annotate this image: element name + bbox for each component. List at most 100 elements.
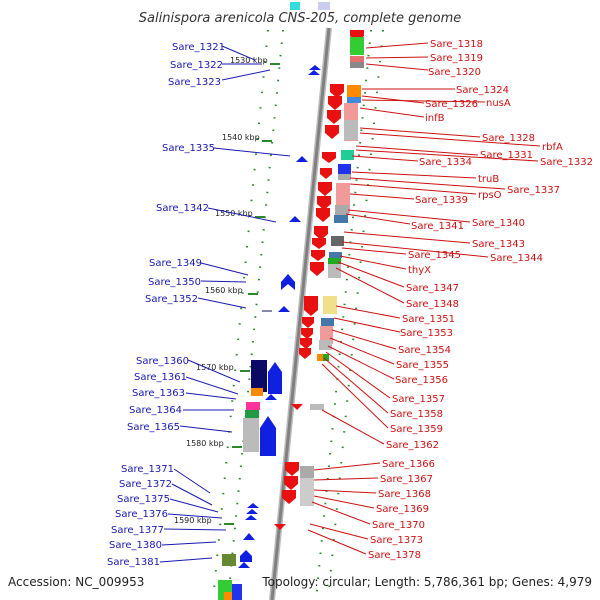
gene-arrow	[310, 262, 324, 276]
forward-strand-genes	[274, 30, 364, 530]
kbp-tick: 1560 kbp	[205, 286, 243, 295]
gene-block	[328, 258, 341, 264]
left-gene-label: Sare_1363	[132, 388, 185, 399]
gene-block	[329, 252, 342, 258]
right-gene-label: nusA	[486, 98, 511, 109]
left-gene-label: Sare_1321	[172, 42, 225, 53]
left-gene-label: Sare_1375	[117, 494, 170, 505]
gene-arrow	[296, 156, 308, 162]
gene-arrow	[260, 416, 276, 456]
gene-arrow	[317, 196, 331, 210]
right-gene-label: Sare_1319	[430, 53, 483, 64]
left-gene-label: Sare_1335	[162, 143, 215, 154]
gene-arrow	[240, 550, 252, 562]
gene-block	[317, 354, 323, 361]
right-gene-label: Sare_1320	[428, 67, 481, 78]
gene-arrow	[312, 238, 326, 249]
right-labels: Sare_1318 Sare_1319 Sare_1320 Sare_1324 …	[307, 39, 593, 561]
gene-block	[251, 360, 267, 392]
right-gene-label: Sare_1343	[472, 239, 525, 250]
gene-arrow	[325, 125, 339, 139]
right-gene-label: Sare_1351	[402, 314, 455, 325]
right-gene-label: Sare_1368	[378, 489, 431, 500]
gene-block	[347, 85, 361, 97]
gene-arrow	[301, 328, 313, 339]
gene-arrow	[245, 515, 257, 520]
gene-block	[222, 554, 236, 566]
gene-block	[350, 56, 364, 64]
gene-arrow	[284, 476, 298, 490]
map-title: Salinispora arenicola CNS-205, complete …	[139, 11, 461, 26]
right-gene-label: Sare_1378	[368, 550, 421, 561]
kbp-tick: 1540 kbp	[222, 133, 260, 142]
gene-block	[232, 584, 242, 600]
gene-block	[246, 402, 260, 410]
right-gene-label: thyX	[408, 265, 431, 276]
gene-arrow	[311, 250, 325, 261]
gene-block	[323, 296, 337, 314]
right-gene-label: Sare_1331	[480, 150, 533, 161]
gene-arrow	[285, 462, 299, 476]
gene-arrow	[330, 84, 344, 98]
gene-arrow	[299, 348, 311, 359]
left-gene-label: Sare_1377	[111, 525, 164, 536]
gene-arrow	[308, 70, 320, 75]
genome-backbone	[269, 27, 332, 600]
gene-block	[323, 354, 329, 361]
left-gene-label: Sare_1349	[149, 258, 202, 269]
kbp-tick: 1590 kbp	[174, 516, 212, 525]
right-gene-label: Sare_1354	[398, 345, 451, 356]
gene-arrow	[291, 404, 303, 410]
right-gene-label: Sare_1318	[430, 39, 483, 50]
gene-block	[350, 62, 364, 68]
gene-block	[320, 326, 333, 344]
left-gene-label: Sare_1361	[134, 372, 187, 383]
gene-block	[334, 215, 348, 223]
gene-block	[350, 37, 364, 55]
right-gene-label: Sare_1337	[507, 185, 560, 196]
left-gene-label: Sare_1376	[115, 509, 168, 520]
left-gene-label: Sare_1364	[129, 405, 182, 416]
gene-arrow	[314, 226, 328, 240]
gene-block	[344, 120, 358, 140]
gene-block	[243, 418, 259, 452]
right-gene-label: Sare_1355	[396, 360, 449, 371]
gene-arrow	[300, 338, 312, 349]
right-gene-label: Sare_1366	[382, 459, 435, 470]
right-gene-label: Sare_1347	[406, 283, 459, 294]
right-gene-label: Sare_1358	[390, 409, 443, 420]
gene-arrow	[302, 317, 314, 328]
gene-block	[224, 592, 232, 600]
gene-block	[251, 388, 263, 396]
right-gene-label: Sare_1357	[392, 394, 445, 405]
gene-arrow	[281, 274, 295, 290]
left-gene-label: Sare_1323	[168, 77, 221, 88]
right-gene-label: Sare_1324	[456, 85, 509, 96]
reverse-strand-genes	[218, 65, 321, 600]
left-gene-label: Sare_1342	[156, 203, 209, 214]
right-gene-label: Sare_1339	[415, 195, 468, 206]
gene-arrow	[282, 490, 296, 504]
gene-block	[328, 264, 341, 278]
right-gene-label: Sare_1341	[411, 221, 464, 232]
left-gene-label: Sare_1352	[145, 294, 198, 305]
gene-block	[338, 174, 351, 180]
gene-arrow	[268, 362, 282, 394]
left-gene-label: Sare_1371	[121, 464, 174, 475]
gene-arrow	[238, 562, 250, 568]
gene-block	[338, 164, 351, 174]
gene-arrow	[265, 394, 277, 400]
right-gene-label: Sare_1373	[370, 535, 423, 546]
right-gene-label: Sare_1359	[390, 424, 443, 435]
right-gene-label: Sare_1353	[400, 328, 453, 339]
right-gene-label: Sare_1356	[395, 375, 448, 386]
gene-arrow	[328, 96, 342, 110]
top-features	[290, 2, 330, 10]
gene-arrow	[327, 110, 341, 124]
left-gene-label: Sare_1381	[107, 557, 160, 568]
gene-arrow	[320, 168, 332, 179]
left-gene-label: Sare_1365	[127, 422, 180, 433]
right-gene-label: rpsO	[478, 190, 502, 201]
right-gene-label: Sare_1369	[376, 504, 429, 515]
